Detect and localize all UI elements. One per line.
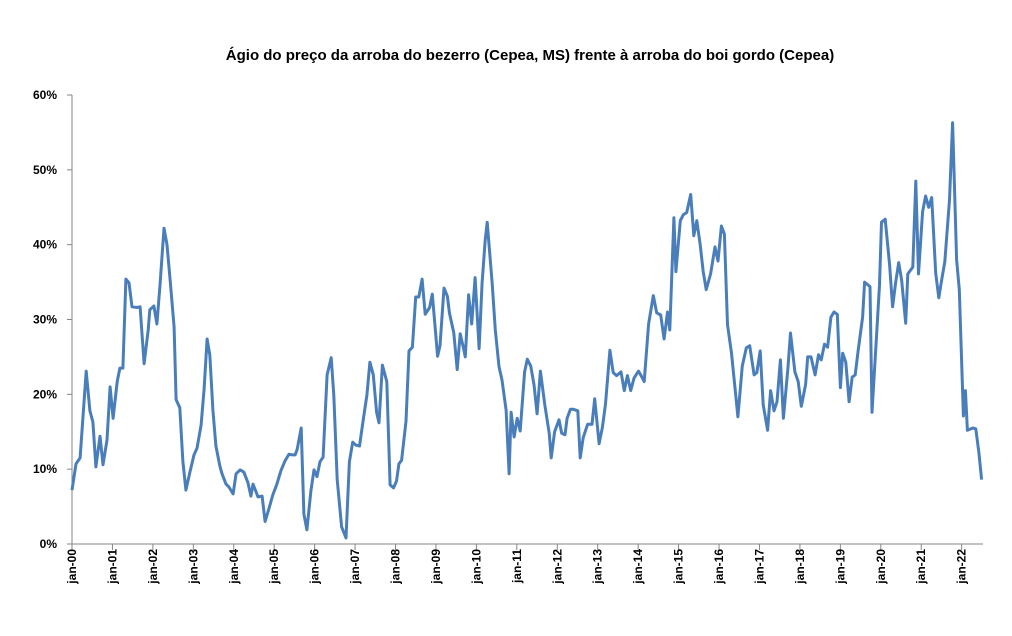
- x-tick-label: jan-14: [631, 549, 645, 585]
- x-tick-label: jan-00: [65, 549, 79, 585]
- y-tick-label: 0%: [40, 537, 58, 551]
- x-tick-label: jan-12: [550, 549, 564, 585]
- x-tick-label: jan-07: [348, 549, 362, 585]
- x-tick-label: jan-02: [146, 549, 160, 585]
- x-tick-label: jan-17: [752, 549, 766, 585]
- chart-title: Ágio do preço da arroba do bezerro (Cepe…: [226, 47, 834, 64]
- x-tick-label: jan-03: [186, 549, 200, 585]
- x-tick-label: jan-18: [793, 549, 807, 585]
- y-tick-label: 10%: [33, 462, 57, 476]
- y-tick-label: 20%: [33, 387, 57, 401]
- x-tick-label: jan-06: [308, 549, 322, 585]
- x-tick-label: jan-05: [267, 549, 281, 585]
- x-tick-label: jan-15: [672, 549, 686, 585]
- x-tick-label: jan-01: [105, 549, 119, 585]
- x-tick-label: jan-16: [712, 549, 726, 585]
- x-tick-label: jan-10: [469, 549, 483, 585]
- x-tick-label: jan-19: [833, 549, 847, 585]
- y-tick-label: 50%: [33, 163, 57, 177]
- x-tick-label: jan-21: [914, 549, 928, 585]
- y-tick-label: 30%: [33, 313, 57, 327]
- x-tick-label: jan-22: [955, 549, 969, 585]
- y-tick-label: 60%: [33, 88, 57, 102]
- x-tick-label: jan-09: [429, 549, 443, 585]
- x-tick-label: jan-04: [227, 549, 241, 585]
- x-tick-label: jan-08: [389, 549, 403, 585]
- x-tick-label: jan-20: [874, 549, 888, 585]
- x-tick-label: jan-13: [591, 549, 605, 585]
- series-line: [72, 123, 982, 538]
- y-tick-label: 40%: [33, 238, 57, 252]
- x-tick-label: jan-11: [510, 549, 524, 584]
